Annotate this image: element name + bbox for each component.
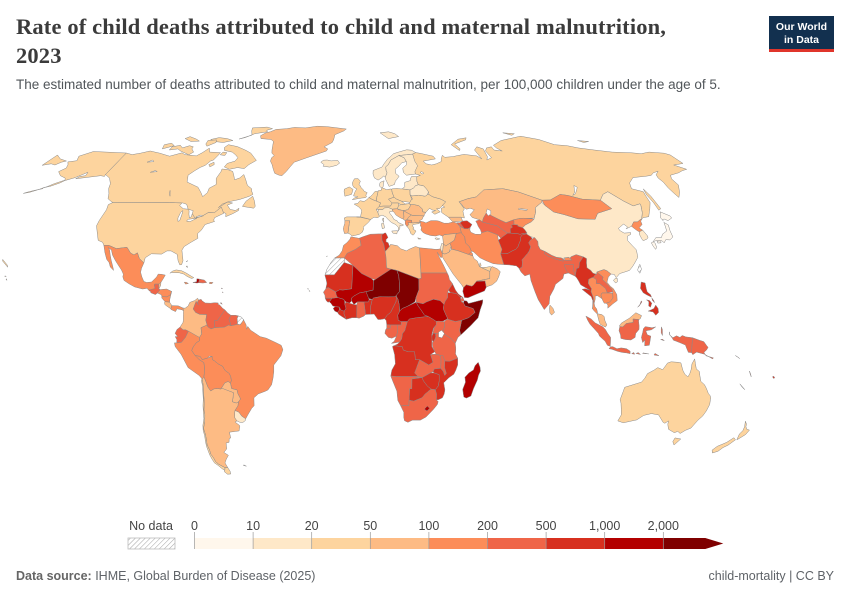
svg-text:50: 50 xyxy=(363,519,377,533)
svg-text:No data: No data xyxy=(129,519,173,533)
svg-text:2,000: 2,000 xyxy=(648,519,679,533)
svg-text:0: 0 xyxy=(191,519,198,533)
svg-text:100: 100 xyxy=(418,519,439,533)
svg-text:200: 200 xyxy=(477,519,498,533)
svg-text:10: 10 xyxy=(246,519,260,533)
svg-text:1,000: 1,000 xyxy=(589,519,620,533)
svg-text:500: 500 xyxy=(536,519,557,533)
svg-text:20: 20 xyxy=(305,519,319,533)
